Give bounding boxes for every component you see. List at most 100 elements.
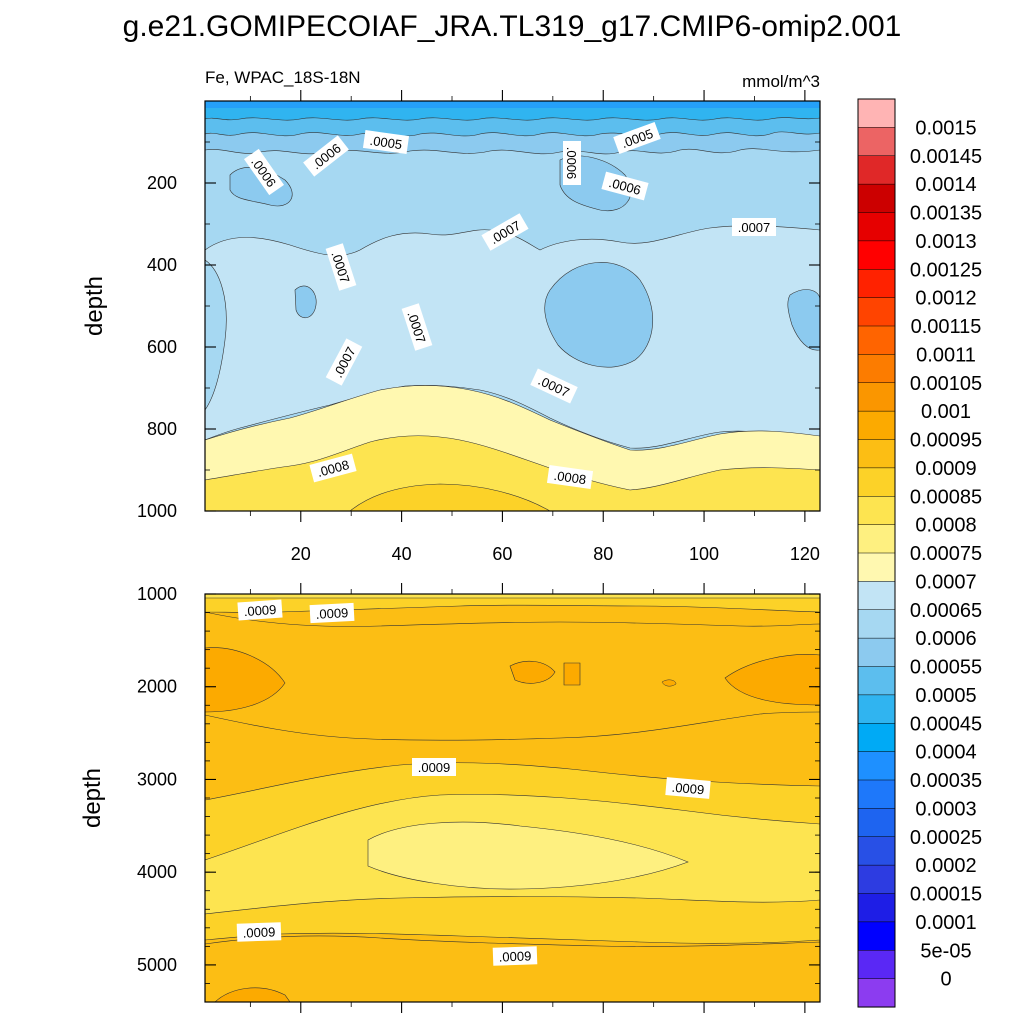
colorbar-swatch <box>857 978 896 1008</box>
colorbar-label: 0.00015 <box>910 884 982 906</box>
colorbar-label: 5e-05 <box>920 940 971 962</box>
contour-label: .0008 <box>553 468 587 487</box>
colorbar-swatch <box>857 751 896 781</box>
colorbar-label: 0.0008 <box>915 515 976 537</box>
colorbar-label: 0.0012 <box>915 288 976 310</box>
lower-panel-contours <box>205 594 820 1002</box>
colorbar-label: 0.00105 <box>910 373 982 395</box>
upper-y-axis-label: depth <box>81 276 108 336</box>
colorbar-swatch <box>857 864 896 895</box>
colorbar-swatch <box>857 524 896 554</box>
colorbar-frame <box>857 98 896 1008</box>
colorbar-label: 0.0003 <box>915 798 976 820</box>
colorbar-label: 0.0002 <box>915 855 976 877</box>
y-tick-label: 1000 <box>137 501 177 521</box>
colorbar-label: 0.00035 <box>910 770 982 792</box>
lower-y-axis-label: depth <box>79 768 106 828</box>
colorbar-label: 0.00125 <box>910 259 982 281</box>
colorbar-swatch <box>857 808 896 838</box>
y-tick-label: 5000 <box>137 955 177 975</box>
colorbar-swatch <box>857 950 896 980</box>
colorbar-swatch <box>857 325 896 355</box>
colorbar-label: 0.00025 <box>910 827 982 849</box>
x-tick-label: 60 <box>492 544 512 564</box>
colorbar-swatch <box>857 779 896 809</box>
colorbar-swatch <box>857 609 896 639</box>
y-tick-label: 600 <box>147 337 177 357</box>
colorbar-swatch <box>857 496 896 526</box>
contour-label: .0009 <box>243 602 277 619</box>
colorbar-label: 0.00045 <box>910 713 982 735</box>
x-tick-label: 120 <box>790 544 820 564</box>
colorbar-label: 0.0005 <box>915 685 976 707</box>
x-tick-label: 40 <box>392 544 412 564</box>
x-tick-label: 100 <box>689 544 719 564</box>
contour-label: .0009 <box>671 780 705 798</box>
chart-title: g.e21.GOMIPECOIAF_JRA.TL319_g17.CMIP6-om… <box>123 10 902 43</box>
colorbar-swatch <box>857 410 896 441</box>
colorbar-label: 0.00075 <box>910 543 982 565</box>
upper-y-ticks: 200 400 600 800 1000 <box>137 100 820 521</box>
colorbar-swatch <box>857 694 896 724</box>
y-tick-label: 4000 <box>137 862 177 882</box>
colorbar-label: 0.0004 <box>915 742 976 764</box>
colorbar-swatch <box>857 98 896 128</box>
colorbar-label: 0.00085 <box>910 486 982 508</box>
colorbar-label: 0.00145 <box>910 146 982 168</box>
colorbar-swatch <box>857 921 896 951</box>
colorbar-swatch <box>857 439 896 469</box>
colorbar-swatch <box>857 836 896 866</box>
colorbar-swatch <box>857 723 896 753</box>
colorbar-swatch <box>857 269 896 299</box>
colorbar-label: 0 <box>940 969 951 991</box>
colorbar-swatch <box>857 552 896 582</box>
y-tick-label: 3000 <box>137 769 177 789</box>
lower-panel-plot: .0009 .0009 .0009 .0009 .0009 .0009 dept… <box>79 583 821 1013</box>
colorbar-label: 0.00115 <box>911 316 982 338</box>
colorbar-swatch <box>857 183 896 214</box>
colorbar: 0.0015 0.00145 0.0014 0.00135 0.0013 0.00125 0… <box>857 98 982 1008</box>
colorbar-swatch <box>857 581 896 611</box>
variable-region-label: Fe, WPAC_18S-18N <box>205 68 361 87</box>
contour-label: .0009 <box>242 924 275 940</box>
colorbar-label: 0.00135 <box>910 203 982 225</box>
colorbar-swatch <box>857 155 896 185</box>
contour-label: .0009 <box>418 760 451 775</box>
contour-label: .0006 <box>564 147 579 180</box>
colorbar-label: 0.0009 <box>915 458 976 480</box>
colorbar-swatch <box>857 666 896 696</box>
colorbar-label: 0.0013 <box>915 231 976 253</box>
x-tick-label: 20 <box>291 544 311 564</box>
colorbar-swatch <box>857 893 896 923</box>
contour-label: .0007 <box>738 220 771 235</box>
colorbar-swatch <box>857 637 896 668</box>
colorbar-swatch <box>857 297 896 327</box>
colorbar-label: 0.00065 <box>910 600 982 622</box>
colorbar-label: 0.0007 <box>915 571 976 593</box>
colorbar-swatch <box>857 382 896 412</box>
colorbar-label: 0.00095 <box>910 430 982 452</box>
y-tick-label: 800 <box>147 419 177 439</box>
y-tick-label: 400 <box>147 255 177 275</box>
colorbar-swatch <box>857 240 896 270</box>
x-tick-label: 80 <box>593 544 613 564</box>
colorbar-label: 0.0011 <box>916 344 976 366</box>
lower-y-ticks: 1000 2000 3000 4000 5000 <box>137 584 820 1003</box>
colorbar-swatch <box>857 354 896 384</box>
y-tick-label: 200 <box>147 173 177 193</box>
lower-contour-labels: .0009 .0009 .0009 .0009 .0009 .0009 <box>236 599 711 966</box>
colorbar-label: 0.0006 <box>915 628 976 650</box>
colorbar-label: 0.001 <box>921 401 971 423</box>
units-label: mmol/m^3 <box>742 72 820 91</box>
colorbar-label: 0.0001 <box>915 912 976 934</box>
colorbar-label: 0.00055 <box>910 657 982 679</box>
contour-label: .0009 <box>315 605 348 622</box>
y-tick-label: 1000 <box>137 584 177 604</box>
y-tick-label: 2000 <box>137 677 177 697</box>
contour-label: .0005 <box>369 133 403 152</box>
lower-x-ticks <box>249 583 806 1013</box>
colorbar-swatch <box>857 127 896 157</box>
colorbar-label: 0.0014 <box>915 174 976 196</box>
upper-panel-contours <box>205 101 820 511</box>
